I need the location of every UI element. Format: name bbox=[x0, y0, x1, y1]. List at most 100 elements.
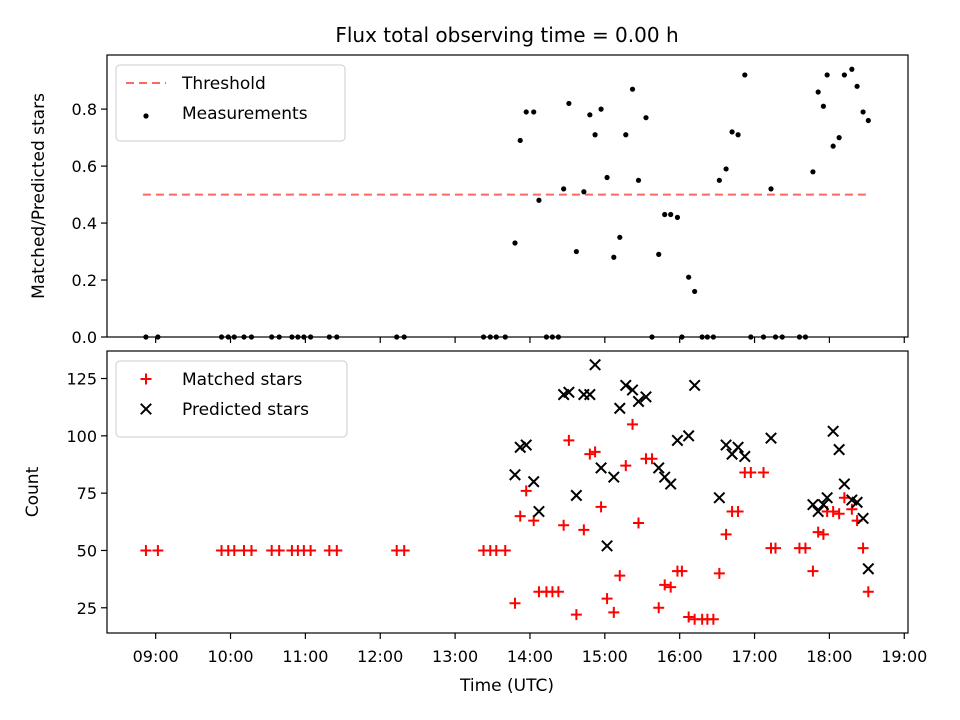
measurements-point bbox=[824, 72, 830, 78]
matched-stars-point bbox=[665, 581, 677, 593]
matched-stars-point bbox=[857, 542, 869, 554]
predicted-stars-point bbox=[520, 439, 533, 451]
measurements-point bbox=[849, 66, 855, 72]
measurements-point bbox=[662, 211, 668, 218]
measurements-point bbox=[531, 109, 537, 115]
matched-stars-point bbox=[827, 505, 839, 517]
matched-stars-point bbox=[140, 544, 152, 556]
predicted-stars-point bbox=[738, 450, 751, 463]
matched-stars-point bbox=[633, 517, 645, 529]
predicted-stars-point bbox=[857, 512, 869, 525]
measurements-point bbox=[841, 72, 847, 78]
measurements-point bbox=[768, 186, 774, 192]
matched-stars-point bbox=[758, 467, 770, 479]
measurements-point bbox=[692, 288, 698, 295]
matched-stars-point bbox=[833, 508, 845, 520]
predicted-stars-point bbox=[671, 434, 684, 447]
measurements-point bbox=[723, 166, 729, 172]
measurements-point bbox=[629, 86, 636, 92]
measurements-point bbox=[512, 240, 518, 246]
matched-stars-point bbox=[245, 544, 257, 556]
matched-stars-point bbox=[614, 570, 626, 582]
matched-stars-point bbox=[578, 524, 590, 536]
measurements-point bbox=[742, 72, 748, 78]
counts-y-tick-label: 125 bbox=[66, 370, 97, 389]
measurements-point bbox=[815, 89, 821, 95]
matched-stars-point bbox=[745, 467, 757, 479]
predicted-stars-point bbox=[817, 498, 830, 511]
legend-swatch-predicted-stars bbox=[140, 403, 152, 415]
x-tick-label: 19:00 bbox=[881, 647, 927, 666]
legend-label-threshold: Threshold bbox=[181, 74, 266, 94]
predicted-stars-point bbox=[533, 505, 545, 518]
ratio-y-tick-label: 0.4 bbox=[72, 214, 97, 233]
matched-stars-point bbox=[769, 542, 781, 554]
matched-stars-point bbox=[563, 434, 575, 446]
matched-stars-point bbox=[799, 542, 811, 554]
matched-stars-point bbox=[305, 544, 317, 556]
measurements-point bbox=[729, 129, 735, 135]
x-tick-label: 10:00 bbox=[207, 647, 253, 666]
ratio-y-tick-label: 0.2 bbox=[72, 271, 97, 290]
measurements-point bbox=[598, 106, 604, 112]
x-axis-label: Time (UTC) bbox=[459, 676, 554, 696]
predicted-stars-point bbox=[732, 441, 744, 454]
ratio-y-tick-label: 0.0 bbox=[72, 328, 97, 347]
measurements-point bbox=[635, 177, 642, 183]
matched-stars-point bbox=[528, 515, 540, 527]
matched-stars-point bbox=[228, 544, 240, 556]
counts-x-ticks: 09:00 10:00 11:00 12:00 13:00 14:00 15:00 16:00… bbox=[133, 633, 927, 666]
predicted-stars-point bbox=[833, 443, 846, 456]
matched-stars-point bbox=[620, 460, 632, 472]
counts-y-ticks: 25 50 75 100 125 bbox=[66, 370, 107, 618]
matched-stars-point bbox=[552, 586, 564, 598]
matched-stars-point bbox=[499, 544, 511, 556]
x-tick-label: 13:00 bbox=[432, 647, 478, 666]
matched-stars-point bbox=[646, 453, 658, 465]
predicted-stars-point bbox=[595, 462, 607, 474]
x-tick-label: 14:00 bbox=[507, 647, 553, 666]
counts-marks bbox=[140, 358, 875, 625]
predicted-stars-point bbox=[632, 395, 645, 408]
matched-stars-point bbox=[707, 613, 719, 625]
ratio-y-tick-label: 0.6 bbox=[72, 157, 97, 176]
measurements-point bbox=[820, 103, 827, 109]
matched-stars-point bbox=[589, 446, 601, 458]
matched-stars-point bbox=[812, 526, 824, 538]
predicted-stars-point bbox=[509, 468, 521, 481]
measurements-point bbox=[523, 109, 529, 115]
x-tick-label: 15:00 bbox=[582, 647, 628, 666]
matched-stars-point bbox=[601, 593, 613, 605]
x-tick-label: 18:00 bbox=[806, 647, 852, 666]
matched-stars-point bbox=[862, 586, 874, 598]
chart-title: Flux total observing time = 0.00 h bbox=[335, 23, 678, 47]
matched-stars-point bbox=[817, 528, 829, 540]
ratio-panel: 0.00.20.40.60.8 Matched/Predicted stars … bbox=[29, 54, 909, 347]
x-tick-label: 17:00 bbox=[731, 647, 777, 666]
measurements-point bbox=[865, 117, 871, 124]
matched-stars-point bbox=[514, 510, 526, 522]
measurements-point bbox=[810, 169, 816, 175]
matched-stars-point bbox=[676, 565, 688, 577]
matched-stars-point bbox=[152, 544, 164, 556]
counts-y-tick-label: 25 bbox=[77, 599, 97, 618]
ratio-marks bbox=[142, 66, 871, 340]
ratio-x-ticks bbox=[155, 337, 905, 343]
matched-stars-point bbox=[627, 418, 639, 430]
predicted-stars-point bbox=[807, 498, 819, 511]
matched-stars-point bbox=[659, 579, 671, 591]
matched-stars-point bbox=[720, 528, 732, 540]
predicted-stars-point bbox=[682, 429, 695, 442]
matched-stars-point bbox=[273, 544, 285, 556]
measurements-point bbox=[735, 132, 741, 138]
measurements-point bbox=[561, 186, 567, 192]
ratio-legend: Threshold Measurements bbox=[115, 64, 346, 142]
predicted-stars-point bbox=[613, 402, 626, 415]
matched-stars-point bbox=[807, 565, 819, 577]
ratio-legend-frame bbox=[115, 64, 346, 142]
predicted-stars-point bbox=[821, 491, 834, 504]
measurements-point bbox=[604, 174, 610, 181]
predicted-stars-point bbox=[583, 388, 596, 401]
predicted-stars-point bbox=[827, 425, 840, 438]
